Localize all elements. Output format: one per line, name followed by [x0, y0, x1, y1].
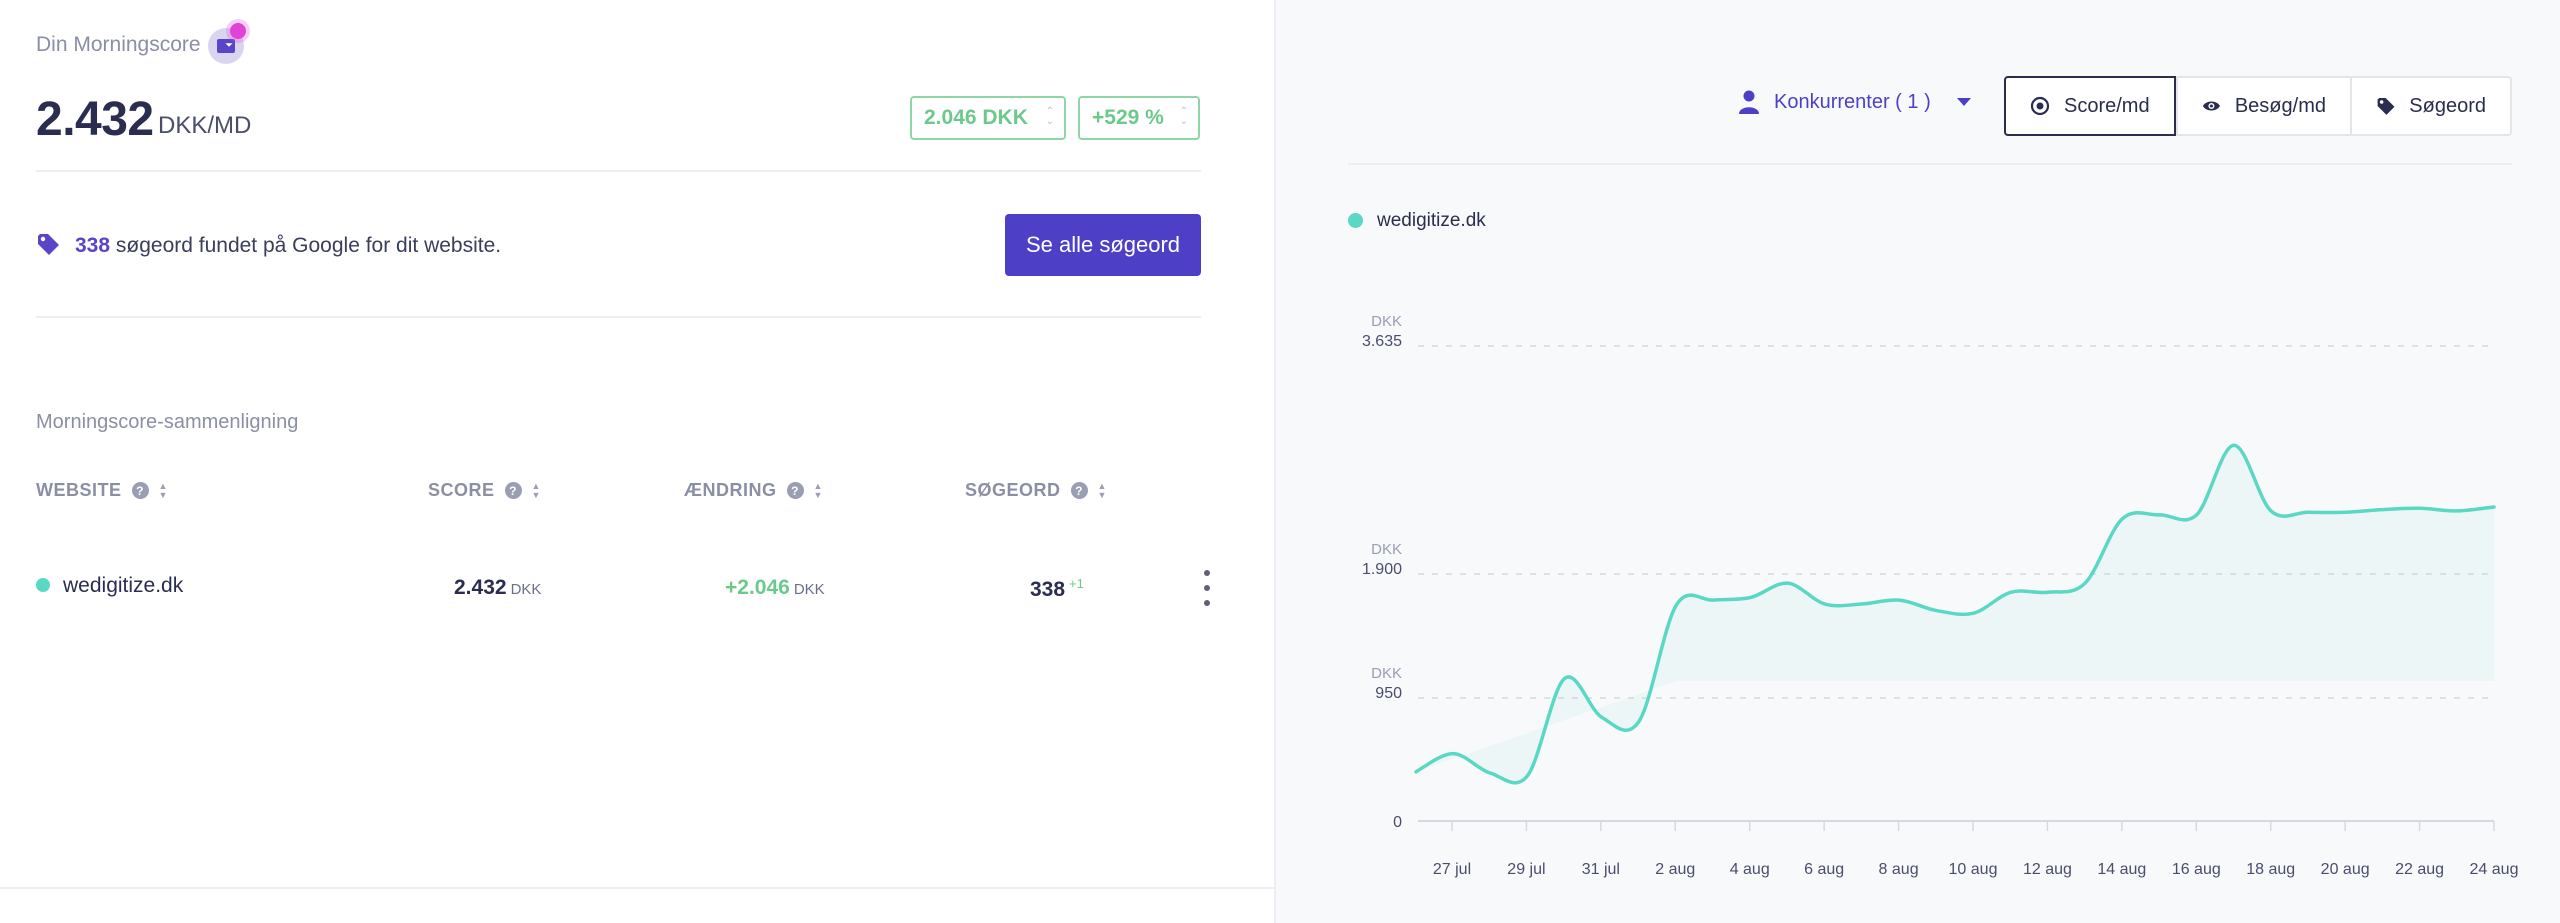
- morningscore-unit: DKK/MD: [158, 112, 252, 139]
- x-tick-label: 12 aug: [2023, 861, 2072, 878]
- x-tick-label: 4 aug: [1730, 861, 1770, 878]
- y-tick-label: 950: [1375, 685, 1402, 702]
- score-chart: 0 DKK 950 DKK 1.900 DKK 3.635 27 jul 29 jul 31 ju…: [1362, 313, 2519, 878]
- legend-swatch: [1348, 213, 1363, 228]
- divider: [0, 887, 1274, 889]
- person-icon: [1739, 90, 1759, 114]
- column-header-website[interactable]: WEBSITE ? ▲ ▼: [36, 480, 168, 500]
- x-tick-label: 20 aug: [2321, 861, 2370, 878]
- target-icon: [2030, 96, 2050, 116]
- tab-score-per-month[interactable]: Score/md: [2004, 76, 2176, 136]
- comparison-title: Morningscore-sammenligning: [36, 411, 299, 433]
- sort-arrows-icon: ⌃ ⌄: [1045, 106, 1054, 127]
- divider: [1348, 163, 2512, 165]
- eye-icon: [2202, 101, 2220, 111]
- x-tick-label: 24 aug: [2470, 861, 2519, 878]
- keywords-found-text: 338 søgeord fundet på Google for dit web…: [75, 234, 502, 257]
- sort-icon[interactable]: ▲ ▼: [813, 480, 823, 500]
- x-tick-label: 31 jul: [1582, 861, 1620, 878]
- help-icon[interactable]: ?: [131, 482, 149, 499]
- legend-label[interactable]: wedigitize.dk: [1377, 210, 1486, 231]
- series-line: [1414, 443, 2496, 785]
- see-all-keywords-button[interactable]: Se alle søgeord: [1005, 214, 1201, 276]
- help-icon[interactable]: ?: [1070, 482, 1088, 499]
- series-color-dot: [36, 578, 50, 592]
- score-panel: [0, 0, 1274, 923]
- sort-icon[interactable]: ▲ ▼: [531, 480, 541, 500]
- divider: [36, 316, 1201, 318]
- x-tick-label: 22 aug: [2395, 861, 2444, 878]
- more-options-icon[interactable]: [1200, 570, 1214, 606]
- y-tick-label: 3.635: [1362, 333, 1402, 350]
- help-icon[interactable]: ?: [504, 482, 522, 499]
- x-tick-label: 14 aug: [2097, 861, 2146, 878]
- notification-icon[interactable]: [208, 23, 246, 64]
- sort-icon[interactable]: ▲ ▼: [158, 480, 168, 500]
- tag-icon: [38, 234, 59, 255]
- y-tick-label: 0: [1393, 814, 1402, 831]
- x-tick-label: 2 aug: [1655, 861, 1695, 878]
- y-tick-unit: DKK: [1371, 541, 1402, 558]
- x-tick-label: 6 aug: [1804, 861, 1844, 878]
- x-tick-label: 10 aug: [1949, 861, 1998, 878]
- competitors-dropdown[interactable]: Konkurrenter ( 1 ): [1738, 90, 1971, 114]
- y-tick-label: 1.900: [1362, 561, 1402, 578]
- x-tick-label: 16 aug: [2172, 861, 2221, 878]
- chart-panel: [1274, 0, 2560, 923]
- column-header-change[interactable]: ÆNDRING ? ▲ ▼: [684, 480, 823, 500]
- morningscore-value: 2.432: [36, 93, 154, 146]
- change-percent-badge: +529 % ⌃ ⌄: [1078, 96, 1200, 140]
- tab-visits-per-month[interactable]: Besøg/md: [2176, 76, 2352, 136]
- notification-badge: [230, 23, 246, 39]
- row-change: +2.046 DKK: [725, 576, 825, 599]
- divider: [36, 170, 1201, 172]
- sort-icon[interactable]: ▲ ▼: [1097, 480, 1107, 500]
- page-title: Din Morningscore: [36, 33, 201, 56]
- sort-arrows-icon: ⌃ ⌄: [1179, 106, 1188, 127]
- y-tick-unit: DKK: [1371, 665, 1402, 682]
- y-tick-unit: DKK: [1371, 313, 1402, 330]
- change-value-badge: 2.046 DKK ⌃ ⌄: [910, 96, 1066, 140]
- row-score: 2.432 DKK: [454, 576, 542, 599]
- row-keywords: 338 +1: [1030, 576, 1084, 601]
- x-tick-label: 18 aug: [2246, 861, 2295, 878]
- row-website[interactable]: wedigitize.dk: [63, 574, 184, 597]
- competitors-label: Konkurrenter ( 1 ): [1774, 90, 1931, 113]
- x-tick-label: 29 jul: [1507, 861, 1545, 878]
- x-tick-label: 27 jul: [1433, 861, 1471, 878]
- column-header-keywords[interactable]: SØGEORD ? ▲ ▼: [965, 480, 1107, 500]
- help-icon[interactable]: ?: [786, 482, 804, 499]
- keywords-count: 338: [75, 234, 111, 257]
- tag-icon: [2377, 97, 2395, 115]
- column-header-score[interactable]: SCORE ? ▲ ▼: [428, 480, 541, 500]
- tab-keywords[interactable]: Søgeord: [2350, 76, 2512, 136]
- x-tick-label: 8 aug: [1879, 861, 1919, 878]
- chevron-down-icon: [1956, 98, 1971, 106]
